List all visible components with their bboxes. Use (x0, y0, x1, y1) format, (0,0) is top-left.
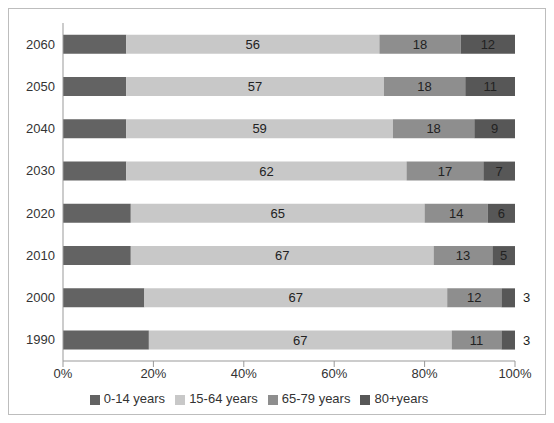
svg-text:3: 3 (523, 290, 530, 305)
svg-text:18: 18 (413, 37, 427, 52)
svg-text:6: 6 (498, 206, 505, 221)
svg-text:67: 67 (293, 333, 307, 348)
svg-text:100%: 100% (498, 366, 532, 381)
svg-text:2030: 2030 (26, 163, 55, 178)
html-text:0-14 years: 0-14 years (103, 391, 166, 406)
svg-text:9: 9 (491, 121, 498, 136)
svg-text:65: 65 (270, 206, 284, 221)
svg-text:67: 67 (289, 290, 303, 305)
svg-text:40%: 40% (231, 366, 257, 381)
html-text:65-79 years: 65-79 years (281, 391, 351, 406)
svg-text:80%: 80% (412, 366, 438, 381)
svg-text:1990: 1990 (26, 332, 55, 347)
svg-text:59: 59 (252, 121, 266, 136)
svg-text:18: 18 (417, 79, 431, 94)
html-text:15-64 years: 15-64 years (189, 391, 258, 406)
svg-text:7: 7 (496, 164, 503, 179)
svg-text:67: 67 (275, 248, 289, 263)
svg-text:12: 12 (481, 37, 495, 52)
svg-text:2000: 2000 (26, 290, 55, 305)
svg-text:56: 56 (246, 37, 260, 52)
svg-text:17: 17 (438, 164, 452, 179)
svg-text:3: 3 (523, 333, 530, 348)
svg-text:18: 18 (426, 121, 440, 136)
svg-text:2020: 2020 (26, 206, 55, 221)
svg-text:11: 11 (470, 333, 484, 348)
svg-text:62: 62 (259, 164, 273, 179)
svg-text:20%: 20% (140, 366, 166, 381)
svg-text:14: 14 (449, 206, 463, 221)
svg-text:60%: 60% (321, 366, 347, 381)
svg-text:11: 11 (483, 79, 497, 94)
svg-text:57: 57 (248, 79, 262, 94)
svg-text:5: 5 (500, 248, 507, 263)
svg-text:12: 12 (467, 290, 481, 305)
svg-text:2050: 2050 (26, 79, 55, 94)
html-text:80+years: 80+years (374, 391, 429, 406)
svg-text:0%: 0% (54, 366, 73, 381)
svg-text:2060: 2060 (26, 37, 55, 52)
svg-text:2010: 2010 (26, 248, 55, 263)
svg-text:2040: 2040 (26, 121, 55, 136)
svg-text:13: 13 (456, 248, 470, 263)
